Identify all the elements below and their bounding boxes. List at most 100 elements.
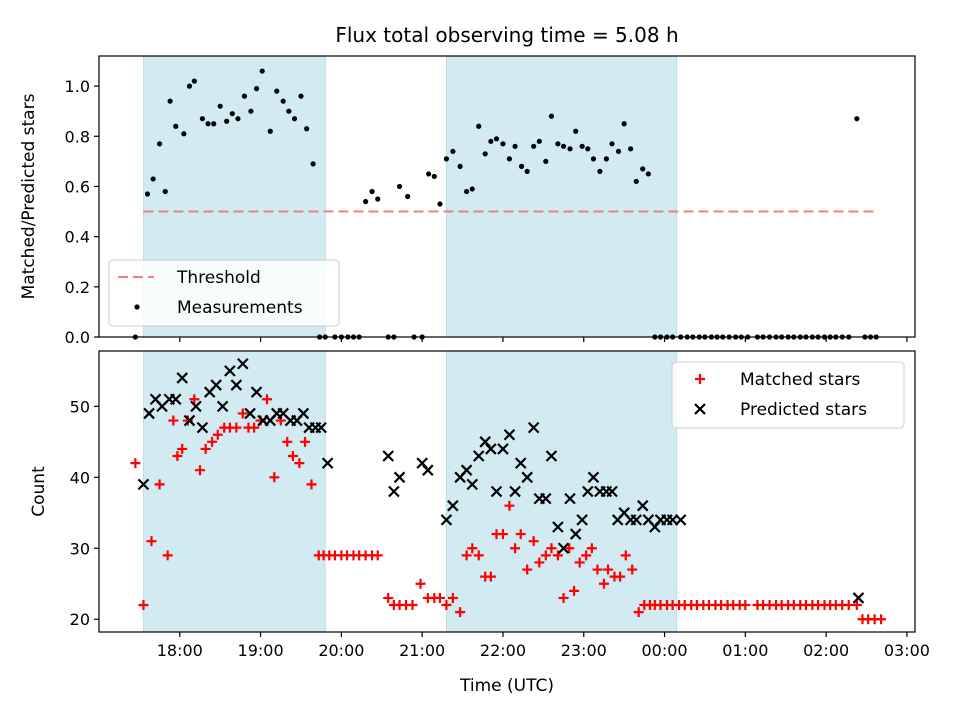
legend-predicted-swatch xyxy=(694,403,706,415)
measurement-point xyxy=(560,143,567,149)
measurement-point xyxy=(633,178,639,185)
matched-star-point xyxy=(194,465,205,476)
predicted-star-point xyxy=(540,492,552,505)
predicted-star-point xyxy=(388,485,400,498)
measurement-point xyxy=(567,146,573,152)
matched-star-point xyxy=(231,422,242,433)
chart-title: Flux total observing time = 5.08 h xyxy=(335,23,678,47)
measurement-point xyxy=(457,163,463,169)
matched-star-point xyxy=(237,408,248,419)
predicted-star-point xyxy=(216,400,229,413)
observing-window-shade xyxy=(445,55,678,338)
measurement-point xyxy=(259,68,265,74)
predicted-star-point xyxy=(440,514,453,526)
measurement-point xyxy=(548,113,555,119)
matched-star-point xyxy=(383,592,394,603)
predicted-star-point xyxy=(569,528,582,540)
predicted-star-point xyxy=(230,379,243,391)
matched-star-point xyxy=(515,529,526,540)
measurement-point xyxy=(173,123,179,129)
legend-box xyxy=(671,361,905,429)
matched-star-point xyxy=(522,564,533,575)
measurement-point xyxy=(181,131,187,137)
matched-star-point xyxy=(564,543,575,554)
predicted-star-point xyxy=(422,464,434,476)
measurement-point xyxy=(291,116,298,122)
matched-star-point xyxy=(182,415,193,426)
predicted-star-point xyxy=(527,421,540,434)
measurement-point xyxy=(274,88,280,94)
measurement-point xyxy=(298,93,304,99)
measurement-point xyxy=(375,196,381,202)
matched-star-point xyxy=(461,550,472,561)
measurement-point xyxy=(205,121,211,127)
predicted-star-point xyxy=(169,393,182,406)
legend-label: Matched stars xyxy=(740,370,860,390)
measurement-point xyxy=(426,171,432,177)
matched-star-point xyxy=(740,600,751,611)
measurement-point xyxy=(156,141,163,147)
matched-star-point xyxy=(269,472,280,483)
measurement-point xyxy=(579,143,585,149)
predicted-star-point xyxy=(582,485,594,498)
matched-star-point xyxy=(627,564,638,575)
predicted-star-point xyxy=(190,400,202,413)
observing-window-shade xyxy=(142,350,326,633)
measurement-point xyxy=(615,148,622,154)
y-tick-label: 50 xyxy=(70,397,90,416)
matched-star-point xyxy=(598,578,609,589)
predicted-star-point xyxy=(521,471,533,484)
measurement-point xyxy=(543,158,549,164)
predicted-star-point xyxy=(472,450,485,462)
matched-star-point xyxy=(146,536,157,547)
measurement-point xyxy=(437,201,443,207)
x-tick-label: 21:00 xyxy=(399,641,445,660)
predicted-star-point xyxy=(674,514,687,526)
predicted-star-point xyxy=(321,457,334,469)
legend-label: Measurements xyxy=(177,298,303,318)
measurement-point xyxy=(464,188,470,195)
measurement-point xyxy=(310,161,316,167)
measurement-point xyxy=(363,198,369,205)
predicted-star-point xyxy=(237,357,249,370)
legend-measurement-swatch xyxy=(134,304,140,310)
matched-star-point xyxy=(473,550,484,561)
measurement-point xyxy=(645,171,651,177)
measurement-point xyxy=(573,128,579,134)
matched-star-point xyxy=(876,614,887,625)
measurement-point xyxy=(405,193,411,200)
measurement-point xyxy=(597,168,603,175)
panel-frame xyxy=(98,55,916,338)
predicted-star-point xyxy=(382,450,395,462)
panel-1: 0.0 0.2 0.4 0.6 0.8 1.0 Matched/Predicted star… xyxy=(19,55,916,347)
measurement-point xyxy=(450,148,456,154)
y-tick-label: 1.0 xyxy=(65,77,90,96)
matched-star-point xyxy=(154,479,165,490)
x-axis-label: Time (UTC) xyxy=(459,676,554,696)
measurement-point xyxy=(493,136,500,142)
predicted-star-point xyxy=(545,450,558,462)
measurement-point xyxy=(248,108,254,114)
matched-star-point xyxy=(287,451,298,462)
measurement-point xyxy=(469,186,475,192)
matched-star-point xyxy=(569,585,580,596)
measurement-point xyxy=(443,156,450,162)
matched-star-point xyxy=(534,557,545,568)
measurement-point xyxy=(476,123,482,129)
measurement-point xyxy=(531,143,537,149)
y-tick-label: 30 xyxy=(70,539,90,558)
measurement-point xyxy=(603,156,609,162)
series-matched-stars xyxy=(130,394,887,625)
predicted-star-point xyxy=(557,542,570,555)
predicted-star-point xyxy=(393,471,406,484)
y-axis-label: Count xyxy=(29,466,49,517)
measurement-point xyxy=(167,98,173,104)
matched-star-point xyxy=(262,394,273,405)
legend-box xyxy=(108,259,340,327)
measurement-point xyxy=(235,116,241,122)
predicted-star-point xyxy=(176,372,188,384)
matched-star-point xyxy=(407,600,418,611)
measurement-point xyxy=(280,98,286,104)
measurement-point xyxy=(640,166,646,172)
matched-star-point xyxy=(306,479,317,490)
